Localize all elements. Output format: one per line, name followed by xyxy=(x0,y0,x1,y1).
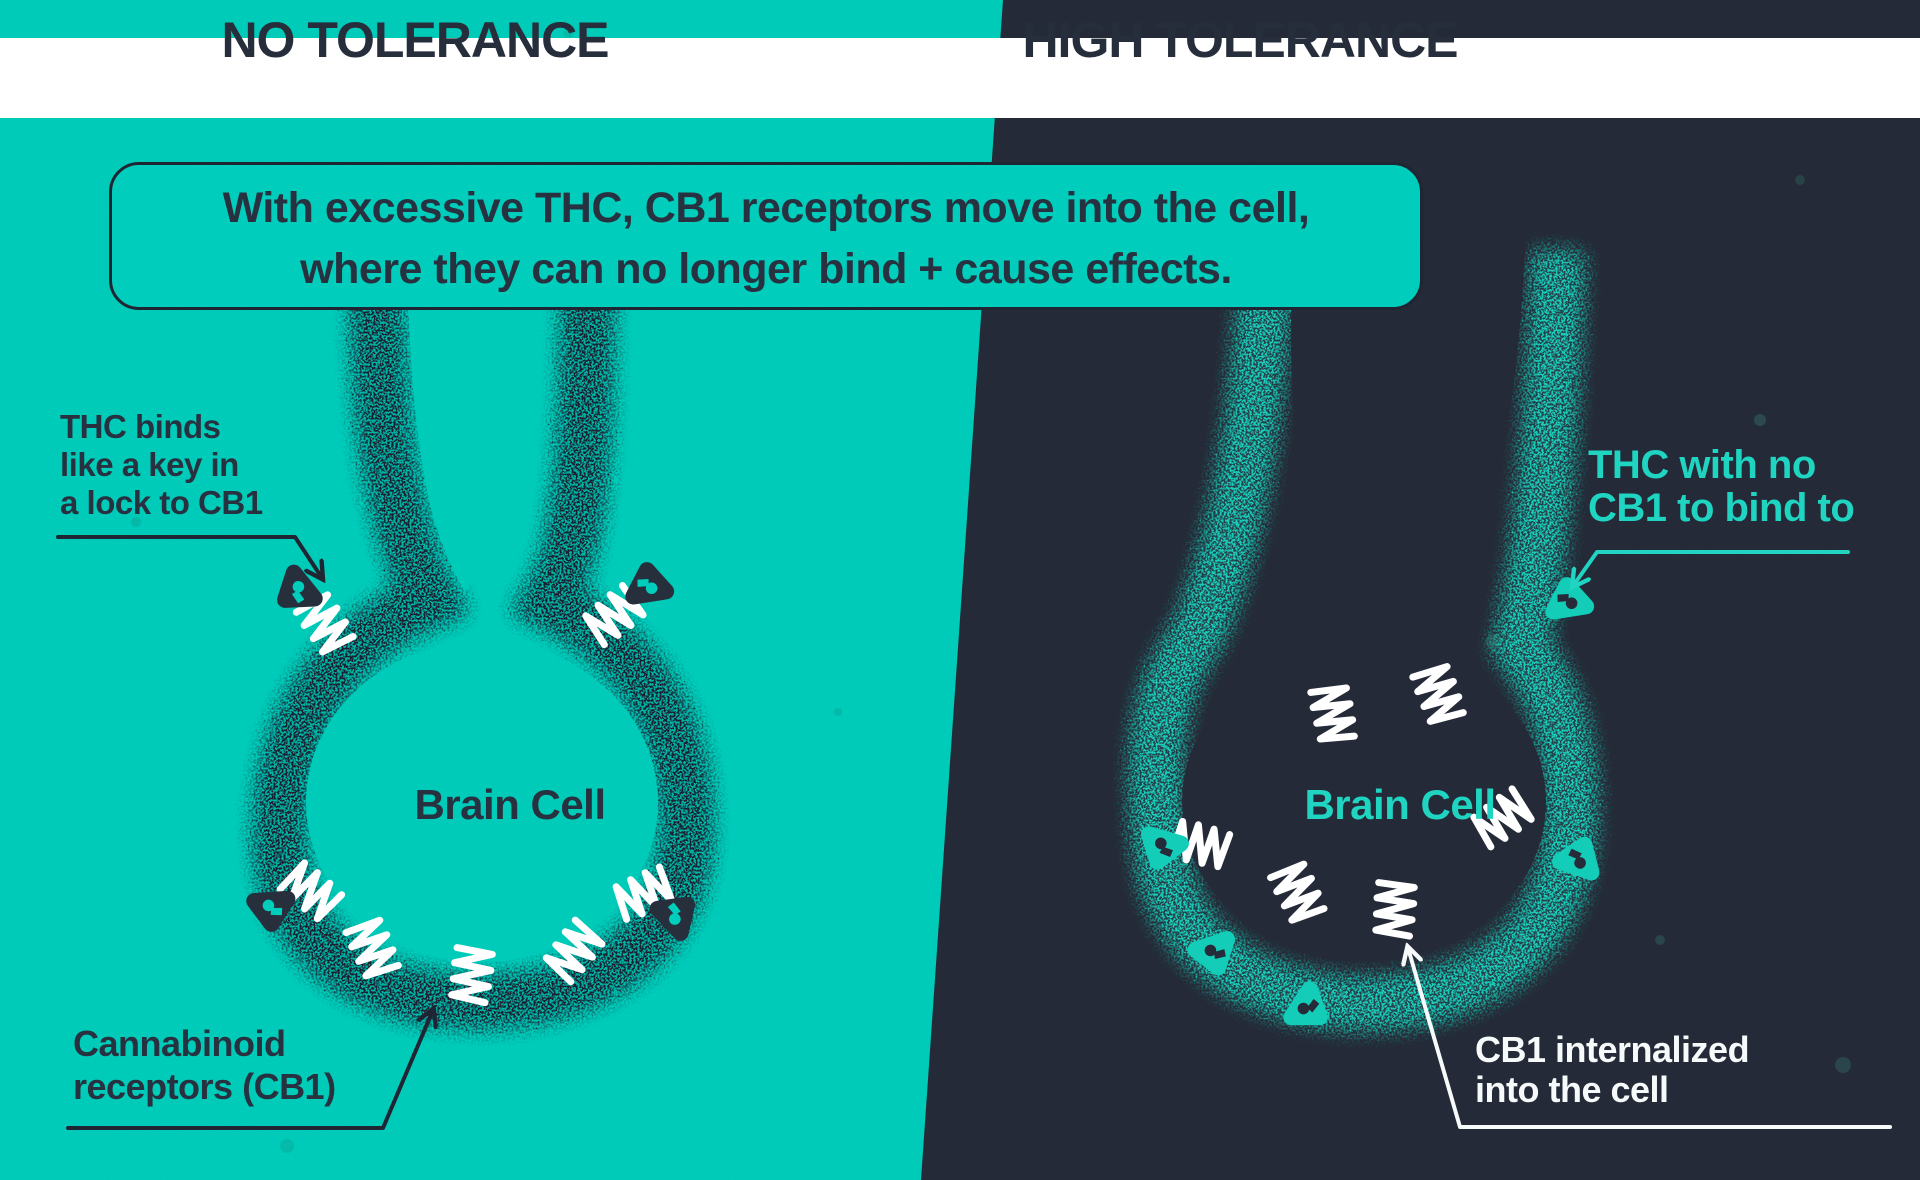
cb1-internalized-line-2: into the cell xyxy=(1475,1069,1669,1110)
thc-no-cb1-label: THC with no CB1 to bind to xyxy=(1588,443,1855,530)
cb1-internalized-line-1: CB1 internalized xyxy=(1475,1029,1750,1070)
thc-binds-line-1: THC binds xyxy=(60,408,221,445)
left-brain-cell-label: Brain Cell xyxy=(414,781,606,828)
banner-line-1: With excessive THC, CB1 receptors move i… xyxy=(222,184,1310,232)
thc-binds-line-3: a lock to CB1 xyxy=(60,484,263,521)
no-tolerance-title: NO TOLERANCE xyxy=(221,12,609,68)
right-brain-cell-label: Brain Cell xyxy=(1304,781,1496,828)
pointer-line-cb1-right xyxy=(1408,948,1892,1129)
thc-no-cb1-line-1: THC with no xyxy=(1588,443,1816,487)
pointer-line-thc-right xyxy=(1573,550,1850,586)
cb1-internalized-label: CB1 internalized into the cell xyxy=(1475,1029,1750,1110)
explanation-banner: With excessive THC, CB1 receptors move i… xyxy=(109,162,1423,310)
thc-binds-label: THC binds like a key in a lock to CB1 xyxy=(60,408,263,522)
cannabinoid-receptors-line-1: Cannabinoid xyxy=(73,1023,286,1064)
cannabinoid-receptors-line-2: receptors (CB1) xyxy=(73,1066,336,1107)
cannabinoid-receptors-label: Cannabinoid receptors (CB1) xyxy=(73,1022,336,1108)
pointer-line-thc-left xyxy=(56,535,322,578)
banner-line-2: where they can no longer bind + cause ef… xyxy=(300,245,1232,293)
header-band xyxy=(0,38,1920,118)
thc-binds-line-2: like a key in xyxy=(60,446,239,483)
high-tolerance-title: HIGH TOLERANCE xyxy=(1022,12,1458,68)
thc-no-cb1-line-2: CB1 to bind to xyxy=(1588,486,1855,530)
pointer-line-cb1-left xyxy=(66,1010,433,1130)
